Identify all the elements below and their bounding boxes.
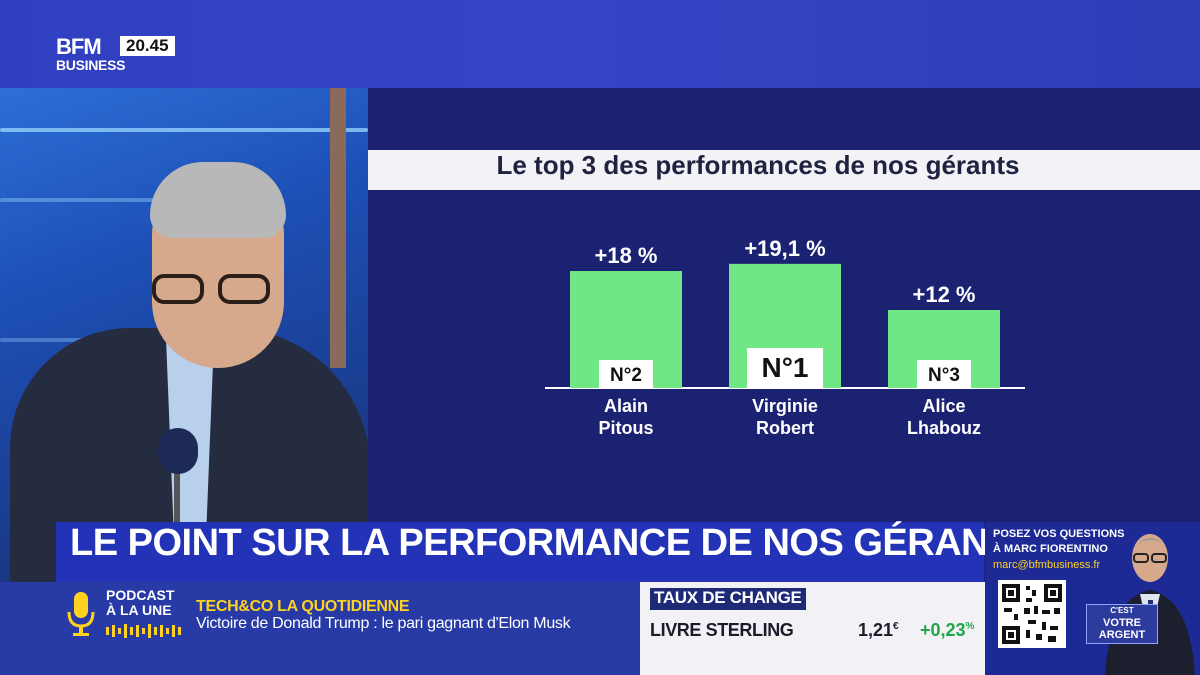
podcast-line-2: À LA UNE [106,602,172,618]
bar-value-label: +12 % [913,282,976,307]
show-description: Victoire de Donald Trump : le pari gagna… [196,615,571,632]
microphone-icon [158,428,198,474]
category-label: Alice [922,396,965,416]
currency-value-number: 1,21 [858,620,894,640]
promo-line-2: À MARC FIORENTINO [993,543,1108,555]
podcast-line-1: PODCAST [106,587,175,603]
rank-label: N°1 [762,352,809,383]
currency-change: +0,23% [920,620,974,641]
audio-wave-icon [106,624,181,638]
microphone-icon [67,592,95,636]
category-label: Pitous [598,418,653,438]
exchange-rate-label: TAUX DE CHANGE [650,588,806,610]
clock: 20.45 [120,36,175,56]
studio-light [0,198,200,202]
category-label: Lhabouz [907,418,981,438]
logo-bfm-text: BFM [56,34,102,59]
show-logo-line-1: C'EST [1110,606,1134,615]
currency-change-number: +0,23 [920,620,966,640]
currency-value: 1,21€ [858,620,899,641]
show-logo-line-3: ARGENT [1098,629,1146,641]
category-label: Robert [756,418,814,438]
rank-label: N°2 [610,365,642,386]
presenter-hair [150,162,286,238]
studio-light [0,128,368,132]
currency-name: LIVRE STERLING [650,620,794,640]
chart-title-bar [368,150,1200,190]
rank-badge [747,348,823,388]
currency-change-unit: % [965,621,975,632]
promo-line-1: POSEZ VOS QUESTIONS [993,528,1125,540]
headline: LE POINT SUR LA PERFORMANCE DE NOS GÉRAN… [70,522,1036,564]
category-label: Alain [604,396,648,416]
rank-badge [917,360,971,388]
studio-post [330,88,346,368]
promo-email: marc@bfmbusiness.fr [993,559,1101,571]
channel-logo: BFM 20.45 BUSINESS [56,34,196,74]
headline-bar [56,522,984,582]
host-avatar [1105,534,1195,675]
qr-code-icon [998,580,1066,648]
presenter-video [0,88,368,588]
rank-label: N°3 [928,365,960,386]
top-banner [0,0,1200,88]
bar-value-label: +19,1 % [744,236,825,261]
show-title: TECH&CO LA QUOTIDIENNE [196,598,410,615]
category-label: Virginie [752,396,818,416]
logo-business-text: BUSINESS [56,57,126,73]
rank-badge [599,360,653,388]
show-logo-line-2: VOTRE [1103,617,1141,629]
podcast-label: PODCAST À LA UNE [106,588,174,618]
bar-value-label: +18 % [595,243,658,268]
presenter-glasses [152,274,276,306]
chart-title: Le top 3 des performances de nos gérants [496,150,1020,180]
currency-unit: € [893,621,899,632]
microphone-stand [174,468,180,528]
show-logo: C'EST VOTRE ARGENT [1086,604,1158,644]
